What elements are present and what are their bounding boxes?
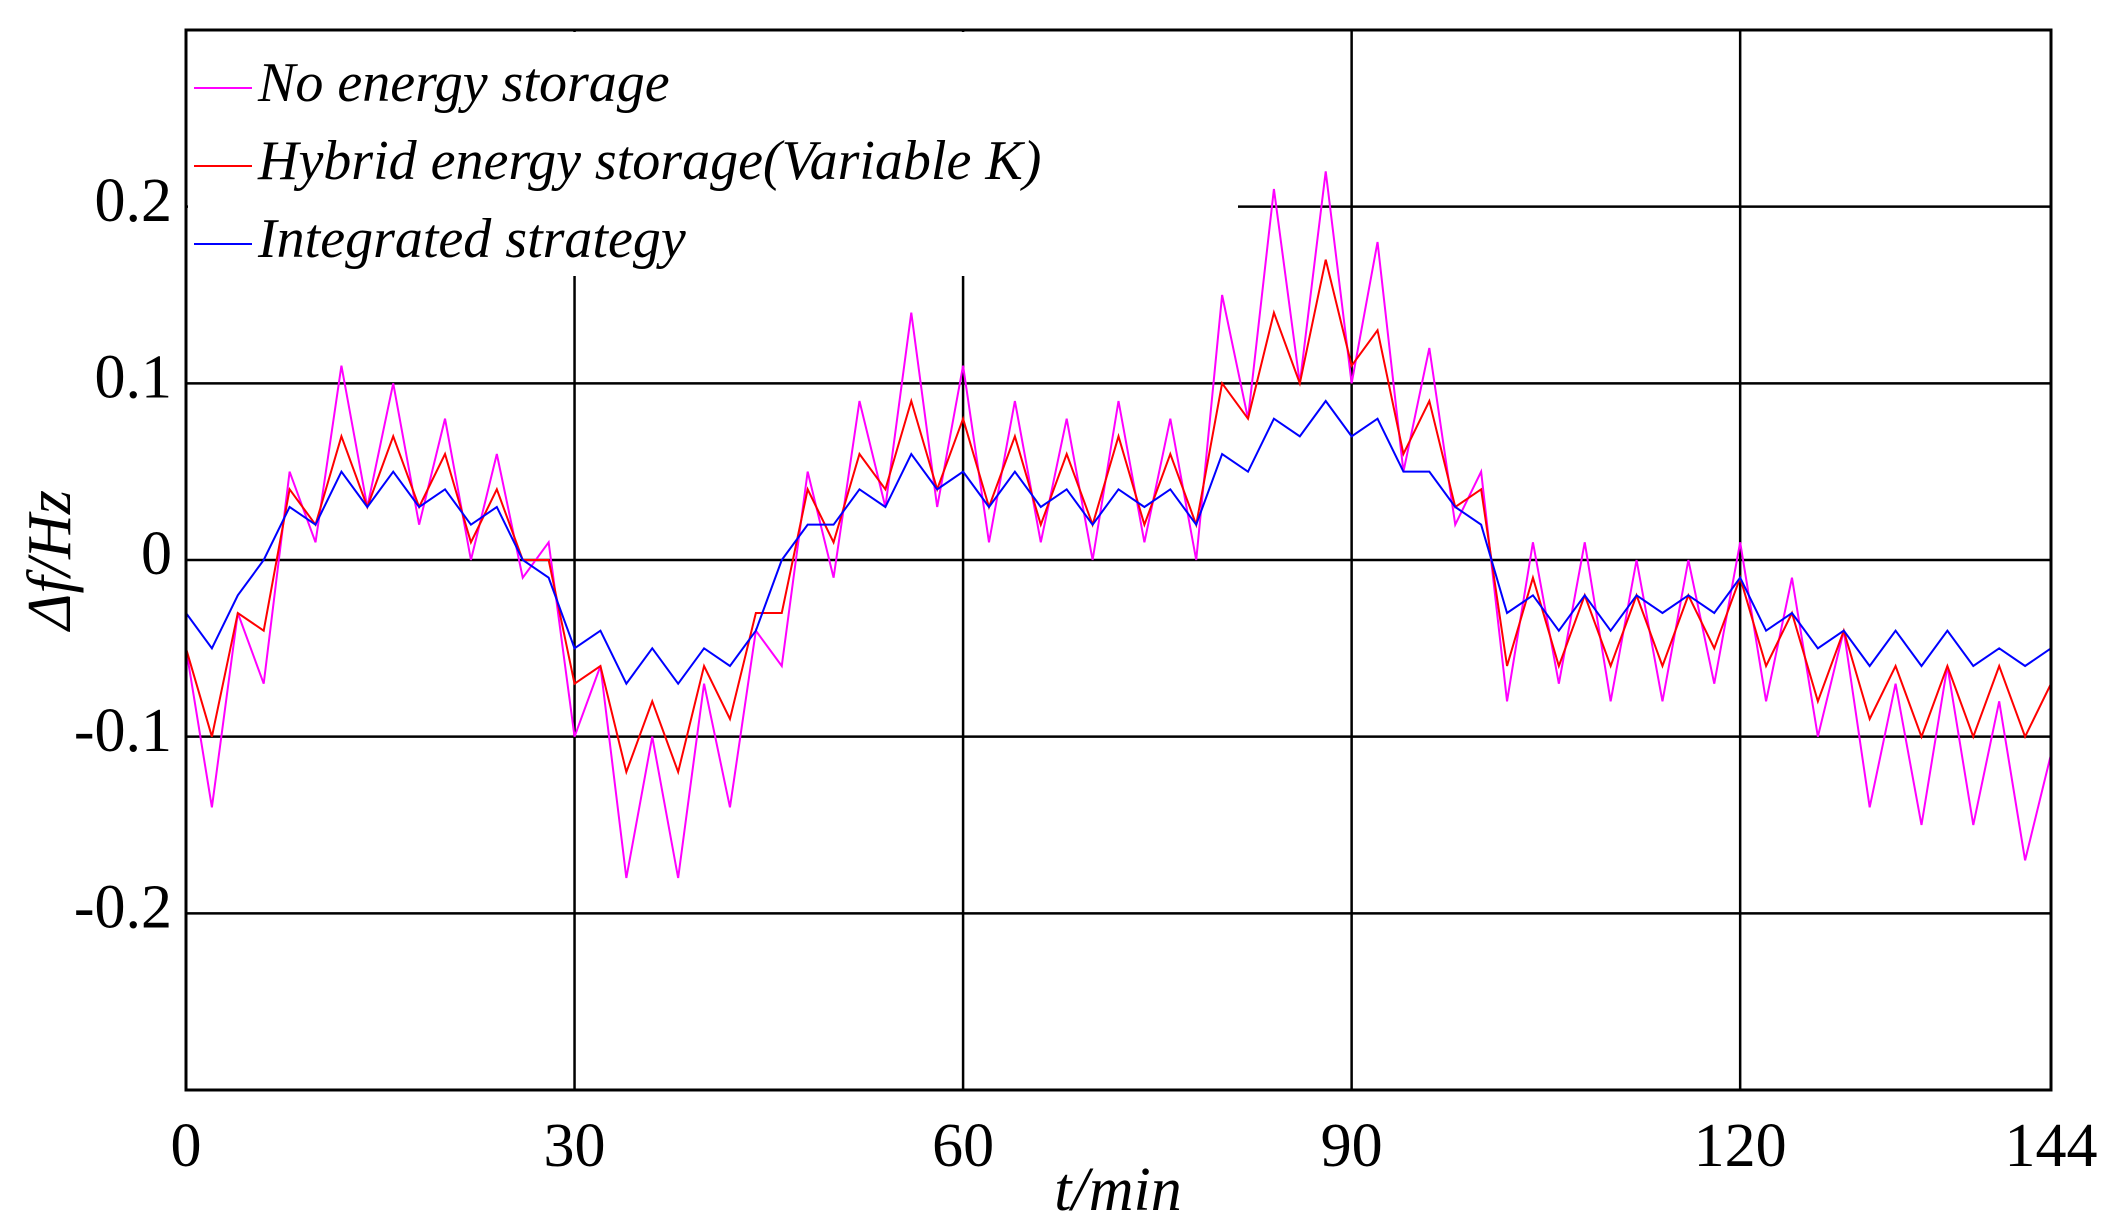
series-line [185, 399, 2052, 686]
x-tick-label: 60 [932, 1112, 994, 1180]
x-tick-label: 0 [171, 1112, 202, 1180]
x-tick-label: 30 [544, 1112, 606, 1180]
y-axis-label: Δf/Hz [16, 490, 84, 633]
plot-frame [184, 28, 2053, 1092]
legend-label: Integrated strategy [257, 208, 686, 270]
x-tick-label: 144 [2005, 1112, 2098, 1180]
y-tick-label: 0 [141, 520, 172, 588]
y-tick-label: 0.1 [95, 344, 173, 412]
x-axis-label: t/min [1054, 1156, 1181, 1224]
y-tick-label: 0.2 [95, 167, 173, 235]
y-tick-label: -0.2 [74, 874, 172, 942]
series-line [185, 259, 2052, 776]
x-tick-label: 90 [1321, 1112, 1383, 1180]
series-line [185, 171, 2052, 879]
legend-box [188, 32, 1238, 276]
legend-label: No energy storage [257, 52, 670, 114]
y-tick-label: -0.1 [74, 697, 172, 765]
legend-label: Hybrid energy storage(Variable K) [257, 130, 1041, 192]
x-tick-label: 120 [1694, 1112, 1787, 1180]
